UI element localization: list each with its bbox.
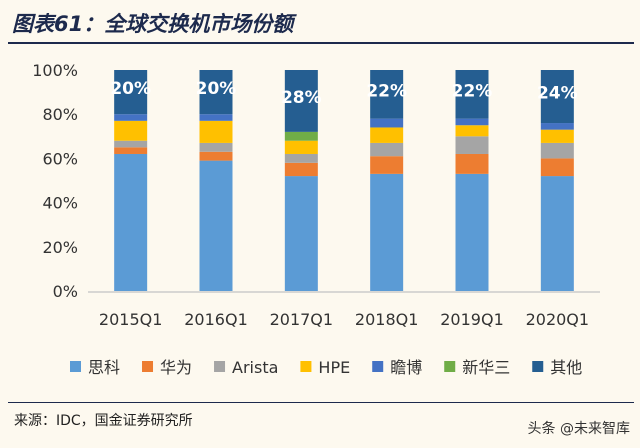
bar-segment-瞻博 — [114, 114, 148, 121]
legend-label: 新华三 — [462, 358, 510, 377]
title-divider — [8, 42, 634, 44]
source-divider — [8, 402, 634, 403]
y-tick-label: 0% — [53, 282, 78, 301]
bar-segment-华为 — [199, 151, 233, 161]
y-tick-label: 100% — [32, 61, 78, 80]
bar-segment-华为 — [114, 147, 148, 154]
bar-segment-HPE — [540, 129, 574, 143]
legend-label: 思科 — [88, 358, 120, 377]
bar-segment-华为 — [284, 162, 318, 177]
legend-swatch — [532, 361, 544, 372]
bar-segment-瞻博 — [455, 118, 489, 126]
x-tick-label: 2015Q1 — [99, 310, 163, 329]
legend-swatch — [372, 361, 384, 372]
legend-swatch — [70, 361, 81, 372]
bar-segment-HPE — [114, 120, 148, 141]
legend-swatch — [142, 361, 154, 372]
data-label: 20% — [110, 79, 151, 99]
data-label: 22% — [366, 81, 407, 101]
data-label: 24% — [537, 84, 578, 104]
bar-segment-华为 — [455, 153, 489, 174]
bar-segment-Arista — [284, 153, 318, 163]
watermark: 头条 @未来智库 — [527, 421, 630, 437]
y-tick-label: 20% — [42, 238, 78, 257]
legend-label: Arista — [232, 358, 278, 377]
bar-segment-HPE — [370, 127, 404, 143]
legend-label: HPE — [318, 358, 350, 377]
legend-swatch — [214, 361, 226, 372]
bar-segment-瞻博 — [540, 123, 574, 130]
bar-segment-思科 — [455, 173, 489, 291]
source-note: 来源：IDC，国金证券研究所 — [14, 413, 193, 429]
bar-segment-思科 — [114, 153, 148, 291]
data-label: 22% — [452, 81, 493, 101]
bar-segment-Arista — [540, 142, 574, 159]
bar-segment-瞻博 — [199, 114, 233, 121]
data-label: 28% — [281, 88, 322, 108]
bar-segment-Arista — [114, 140, 148, 148]
bar-segment-思科 — [540, 176, 574, 291]
bar-segment-新华三 — [284, 131, 318, 141]
bar-segment-其他 — [540, 70, 574, 124]
y-tick-label: 60% — [42, 149, 78, 168]
bar-segment-Arista — [370, 142, 404, 157]
legend-label: 瞻博 — [390, 358, 422, 377]
y-tick-label: 40% — [42, 194, 78, 213]
bar-segment-华为 — [540, 158, 574, 177]
bar-segment-Arista — [455, 136, 489, 154]
bar-segment-思科 — [199, 160, 233, 291]
bar-segment-华为 — [370, 156, 404, 174]
legend-swatch — [300, 361, 312, 372]
bar-segment-思科 — [370, 173, 404, 291]
stacked-bar-chart: 0% 20% 40% 60% 80% 100% 20% 2015Q1 20% 2016Q1 28% 2… — [32, 61, 600, 377]
bar-segment-其他 — [284, 70, 318, 132]
bar-segment-HPE — [284, 140, 318, 154]
y-tick-label: 80% — [42, 105, 78, 124]
bar-segment-HPE — [455, 125, 489, 137]
legend-label: 华为 — [160, 358, 192, 377]
bar-segment-其他 — [114, 70, 148, 115]
chart-title: 图表61：全球交换机市场份额 — [12, 12, 294, 36]
x-tick-label: 2017Q1 — [270, 310, 334, 329]
bar-segment-瞻博 — [370, 118, 404, 128]
bar-segment-其他 — [455, 70, 489, 119]
data-label: 20% — [196, 79, 237, 99]
legend-label: 其他 — [550, 358, 582, 377]
x-tick-label: 2019Q1 — [440, 310, 504, 329]
bar-segment-Arista — [199, 142, 233, 152]
bar-segment-其他 — [199, 70, 233, 115]
x-tick-label: 2018Q1 — [355, 310, 419, 329]
bar-segment-其他 — [370, 70, 404, 119]
bar-segment-HPE — [199, 120, 233, 143]
x-tick-label: 2016Q1 — [184, 310, 248, 329]
x-tick-label: 2020Q1 — [526, 310, 590, 329]
bar-segment-思科 — [284, 176, 318, 291]
legend-swatch — [444, 361, 456, 372]
